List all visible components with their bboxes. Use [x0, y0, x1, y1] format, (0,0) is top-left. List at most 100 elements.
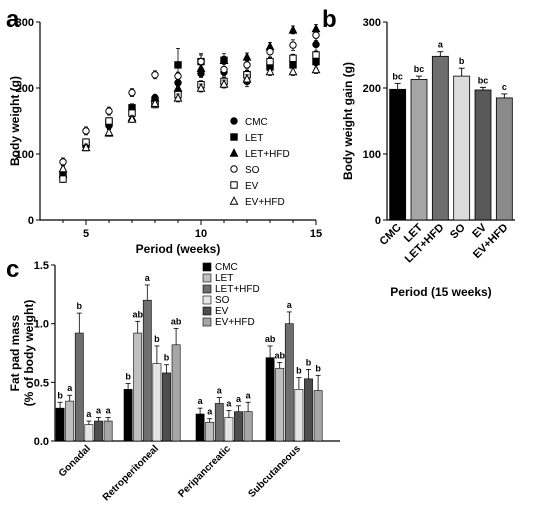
data-point — [59, 175, 67, 183]
series-ev-hfd — [58, 64, 321, 173]
data-point — [312, 40, 320, 49]
y-axis-label: Fat pad mass(% of body weight) — [8, 300, 36, 407]
significance-label: a — [96, 406, 102, 416]
y-axis-label: Body weight (g) — [8, 76, 22, 166]
significance-label: a — [236, 394, 242, 404]
data-point — [197, 57, 205, 66]
y-tick-label: 100 — [16, 149, 34, 161]
data-point — [104, 127, 114, 136]
x-tick-label: CMC — [378, 222, 404, 248]
bar — [313, 390, 323, 442]
significance-label: bc — [478, 75, 489, 85]
significance-label: bc — [392, 71, 403, 81]
bar — [410, 79, 428, 221]
data-point — [311, 64, 321, 74]
bar — [123, 389, 133, 442]
legend: CMC LET LET+HFD SO EV EV+HFD — [229, 117, 290, 208]
data-point — [242, 52, 252, 61]
bar — [214, 403, 224, 442]
legend-label: EV — [215, 306, 229, 317]
bar — [284, 323, 294, 442]
y-tick-label: 0.0 — [34, 436, 49, 448]
significance-label: ab — [132, 309, 143, 319]
bar — [234, 411, 243, 442]
legend-swatch — [202, 273, 212, 283]
y-axis-label: Body weight gain (g) — [341, 62, 355, 180]
significance-label: a — [226, 398, 232, 408]
legend-label: SO — [245, 165, 260, 176]
legend-label: LET — [215, 273, 233, 284]
data-point — [105, 107, 113, 115]
panel-letter-b: b — [322, 6, 337, 33]
legend-swatch — [202, 306, 212, 316]
significance-label: bc — [414, 64, 425, 74]
legend-label: LET — [245, 133, 263, 144]
fat-pad-mass-bar-chart: 0.0 0.5 1.0 1.5 Fat pad mass(% of body weigh… — [8, 260, 340, 503]
y-tick-label: 300 — [16, 17, 34, 29]
bar — [152, 363, 162, 442]
data-point — [196, 83, 206, 92]
significance-label: b — [296, 366, 302, 376]
significance-label: a — [207, 407, 213, 417]
bar — [474, 89, 492, 221]
panel-letter-c: c — [6, 256, 19, 283]
legend-label: EV — [245, 181, 259, 192]
data-point — [127, 114, 137, 123]
legend-swatch — [202, 284, 212, 294]
bar — [453, 75, 471, 221]
data-point — [220, 65, 228, 74]
y-tick-label: 0 — [375, 215, 381, 227]
data-point — [82, 127, 90, 135]
significance-label: b — [125, 372, 131, 382]
data-point — [312, 51, 320, 59]
significance-label: a — [145, 273, 151, 283]
data-point — [312, 57, 320, 66]
bar — [431, 55, 449, 221]
y-tick-label: 200 — [363, 83, 381, 95]
significance-label: b — [154, 334, 160, 344]
legend-marker — [230, 117, 238, 125]
x-tick-label: Subcutaneous — [246, 443, 303, 500]
data-point — [266, 48, 274, 56]
bar — [74, 332, 84, 442]
bar — [224, 417, 234, 442]
significance-label: a — [198, 396, 204, 406]
legend-label: EV+HFD — [245, 197, 285, 208]
legend-swatch — [202, 295, 212, 305]
y-tick-label: 0 — [28, 215, 34, 227]
data-point — [151, 71, 159, 79]
significance-label: a — [217, 386, 223, 396]
significance-label: ab — [274, 350, 285, 360]
data-point — [288, 25, 298, 34]
y-tick-label: 200 — [16, 83, 34, 95]
x-tick-label: SO — [448, 221, 468, 241]
significance-label: b — [164, 353, 170, 363]
data-point — [58, 163, 68, 173]
bar — [94, 420, 103, 442]
bar — [389, 88, 407, 221]
bar — [195, 413, 205, 442]
legend-label: CMC — [245, 117, 268, 128]
data-point — [289, 54, 297, 62]
bar — [304, 378, 313, 442]
data-point — [265, 66, 275, 76]
legend-swatch — [202, 317, 212, 327]
data-point — [266, 57, 274, 66]
legend-marker — [230, 181, 238, 189]
significance-label: b — [459, 56, 465, 66]
y-tick-label: 300 — [363, 17, 381, 29]
data-point — [173, 93, 183, 102]
legend-label: CMC — [215, 262, 238, 273]
significance-label: a — [287, 300, 293, 310]
bar — [294, 389, 304, 442]
data-point — [312, 31, 320, 39]
bar — [495, 97, 513, 221]
data-point — [242, 73, 252, 83]
data-point — [219, 79, 229, 88]
bar — [65, 400, 75, 442]
legend-label: LET+HFD — [215, 284, 260, 295]
body-weight-scatter-chart: 0 100 200 300 5 10 15 Period (weeks) Body weight… — [8, 17, 322, 256]
legend-label: LET+HFD — [245, 149, 290, 160]
x-tick-label: 5 — [83, 228, 89, 240]
